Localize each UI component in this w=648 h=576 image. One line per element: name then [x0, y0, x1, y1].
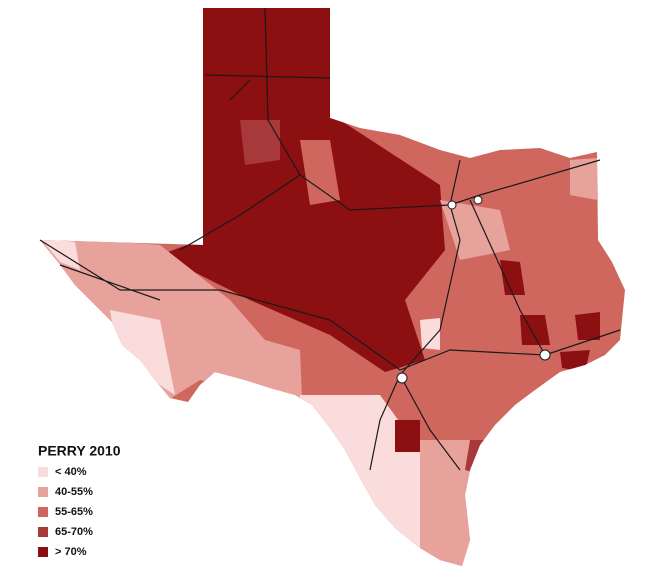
- legend-label: 55-65%: [55, 506, 93, 518]
- cities: [396, 195, 551, 384]
- region: [300, 140, 340, 205]
- region: [440, 200, 510, 260]
- legend-label: 40-55%: [55, 486, 93, 498]
- city: [396, 372, 408, 384]
- region: [420, 440, 482, 566]
- city: [447, 200, 457, 210]
- region: [160, 8, 445, 372]
- region: [420, 318, 440, 350]
- region: [240, 120, 280, 165]
- city: [539, 349, 551, 361]
- legend-label: 65-70%: [55, 526, 93, 538]
- region: [520, 315, 550, 345]
- highways: [39, 7, 621, 471]
- region: [395, 420, 420, 452]
- region: [570, 158, 597, 200]
- legend-swatch: [38, 487, 48, 497]
- region: [40, 235, 302, 405]
- legend-swatch: [38, 547, 48, 557]
- region: [110, 310, 175, 395]
- legend-swatch: [38, 467, 48, 477]
- legend: PERRY 2010 < 40% 40-55% 55-65% 65-70% > 70%: [38, 443, 121, 558]
- city: [473, 195, 483, 205]
- legend-label: > 70%: [55, 546, 87, 558]
- legend-swatch: [38, 527, 48, 537]
- legend-swatch: [38, 507, 48, 517]
- region: [500, 260, 525, 295]
- legend-title: PERRY 2010: [38, 443, 121, 459]
- legend-label: < 40%: [55, 466, 87, 478]
- region: [575, 312, 600, 340]
